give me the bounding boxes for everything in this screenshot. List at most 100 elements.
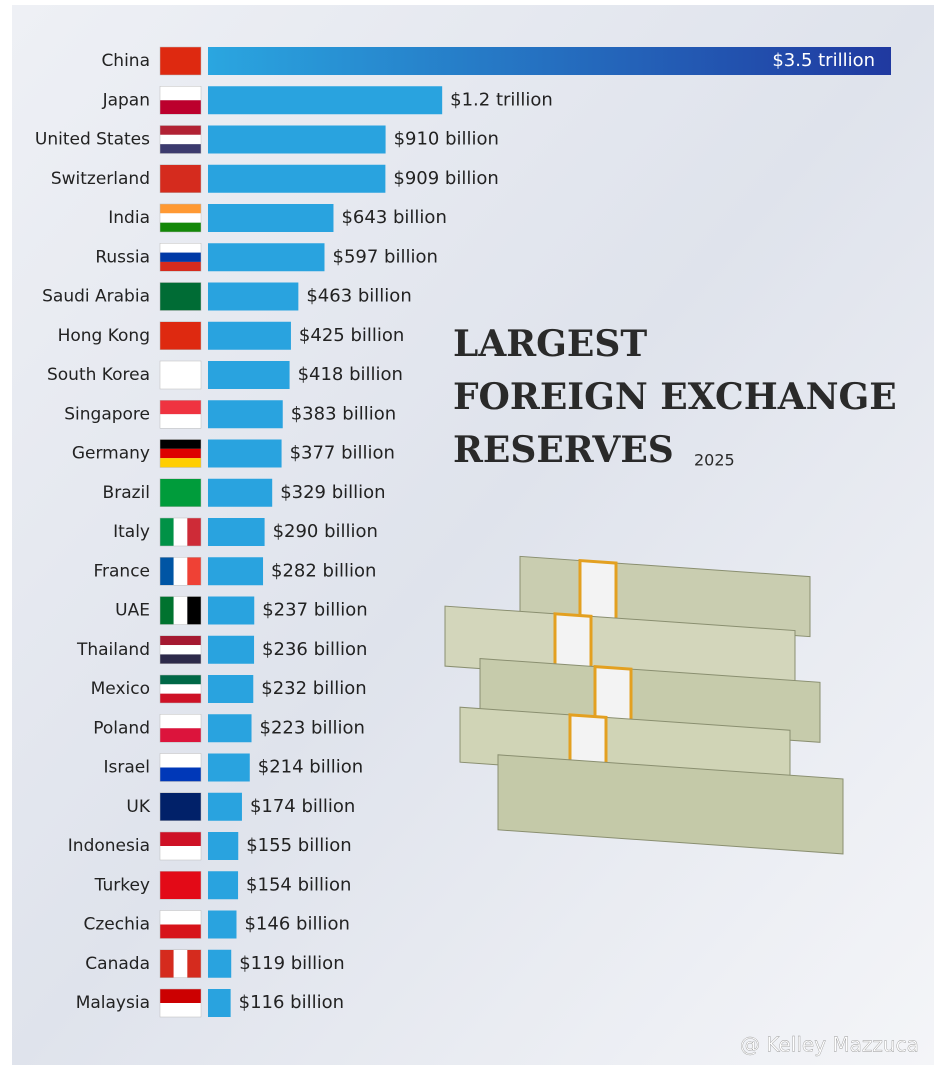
value-label: $597 billion — [333, 246, 438, 267]
category-label: Germany — [72, 444, 150, 464]
flag — [159, 596, 202, 625]
flag-stripe — [173, 949, 188, 978]
flag-border — [159, 321, 202, 350]
category-label: UK — [126, 797, 150, 817]
flag-border — [159, 360, 202, 390]
category-label: Saudi Arabia — [42, 287, 150, 307]
flag-border — [159, 714, 202, 743]
flag-stripe — [160, 164, 201, 193]
flag-stripe — [160, 134, 201, 145]
value-label: $290 billion — [273, 521, 378, 542]
bar — [208, 439, 282, 468]
flag — [159, 674, 202, 704]
watermark: @ Kelley Mazzuca — [740, 1033, 919, 1057]
flag — [159, 871, 202, 900]
flag-border — [159, 243, 202, 272]
value-label: $154 billion — [246, 874, 351, 895]
flag-border — [159, 86, 202, 115]
bar — [208, 164, 386, 193]
flag-stripe — [160, 557, 174, 586]
bar — [208, 792, 242, 821]
chart-title: RESERVES — [453, 429, 674, 471]
money-illustration — [444, 555, 844, 855]
flag — [159, 46, 202, 76]
flag-border — [159, 674, 202, 704]
flag-stripe — [160, 596, 174, 625]
bar — [208, 518, 265, 546]
bar — [208, 400, 283, 429]
value-label: $418 billion — [298, 364, 403, 385]
category-label: Canada — [85, 954, 150, 974]
flag — [159, 282, 202, 311]
value-label: $119 billion — [239, 953, 344, 974]
flag-stripe — [160, 204, 201, 214]
bar — [208, 204, 334, 232]
flag — [159, 635, 202, 664]
flag-stripe — [187, 557, 201, 586]
flag-stripe — [160, 243, 201, 253]
flag-stripe — [160, 361, 201, 389]
bar — [208, 243, 325, 272]
flag-stripe — [160, 675, 201, 685]
flag-stripe — [160, 910, 201, 925]
category-label: Singapore — [64, 404, 150, 424]
flag-stripe — [160, 100, 201, 115]
chart-subtitle: 2025 — [694, 451, 735, 470]
value-label: $383 billion — [291, 403, 396, 424]
flag-stripe — [160, 86, 201, 101]
category-label: United States — [35, 130, 150, 150]
category-label: Italy — [113, 522, 150, 542]
flag-stripe — [160, 478, 201, 507]
category-label: Malaysia — [76, 993, 150, 1013]
flag-stripe — [160, 261, 201, 272]
flag-stripe — [187, 596, 201, 625]
flag-stripe — [160, 654, 201, 664]
bar — [208, 47, 891, 75]
category-label: Czechia — [83, 915, 150, 935]
flag-border — [159, 46, 202, 76]
value-label: $236 billion — [262, 639, 367, 660]
value-label: $377 billion — [290, 443, 395, 464]
category-label: Russia — [95, 247, 150, 267]
flag-stripe — [160, 767, 201, 782]
title-block: LARGEST FOREIGN EXCHANGE RESERVES 2025 — [453, 323, 897, 471]
flag-stripe — [160, 321, 201, 350]
flag-stripe — [187, 518, 201, 546]
flag-stripe — [160, 871, 201, 900]
flag-stripe — [160, 439, 201, 449]
category-label: Turkey — [94, 875, 150, 895]
value-label: $909 billion — [393, 168, 498, 189]
bar — [208, 86, 443, 115]
flag-stripe — [160, 949, 174, 978]
bar — [208, 949, 232, 978]
value-label: $155 billion — [246, 835, 351, 856]
category-label: China — [101, 51, 150, 71]
flag — [159, 203, 202, 233]
flag-stripe — [160, 1003, 201, 1017]
bar — [208, 321, 291, 350]
category-label: France — [93, 561, 150, 581]
flag-stripe — [160, 846, 201, 860]
flag-border — [159, 910, 202, 939]
value-label: $237 billion — [262, 600, 367, 621]
bar — [208, 832, 239, 860]
background — [12, 5, 934, 1065]
bar — [208, 557, 264, 586]
flag-border — [159, 792, 202, 821]
bar — [208, 871, 239, 900]
flag — [159, 321, 202, 350]
value-label: $223 billion — [260, 717, 365, 738]
chart-title: LARGEST — [453, 323, 647, 365]
flag-stripe — [160, 693, 201, 703]
chart-title: FOREIGN EXCHANGE — [453, 376, 897, 418]
flag-stripe — [160, 400, 201, 415]
flag-border — [159, 203, 202, 233]
value-label: $425 billion — [299, 325, 404, 346]
flag — [159, 125, 202, 154]
value-label: $232 billion — [261, 678, 366, 699]
value-label: $643 billion — [341, 207, 446, 228]
flag-stripe — [160, 728, 201, 743]
category-label: Israel — [104, 758, 150, 778]
